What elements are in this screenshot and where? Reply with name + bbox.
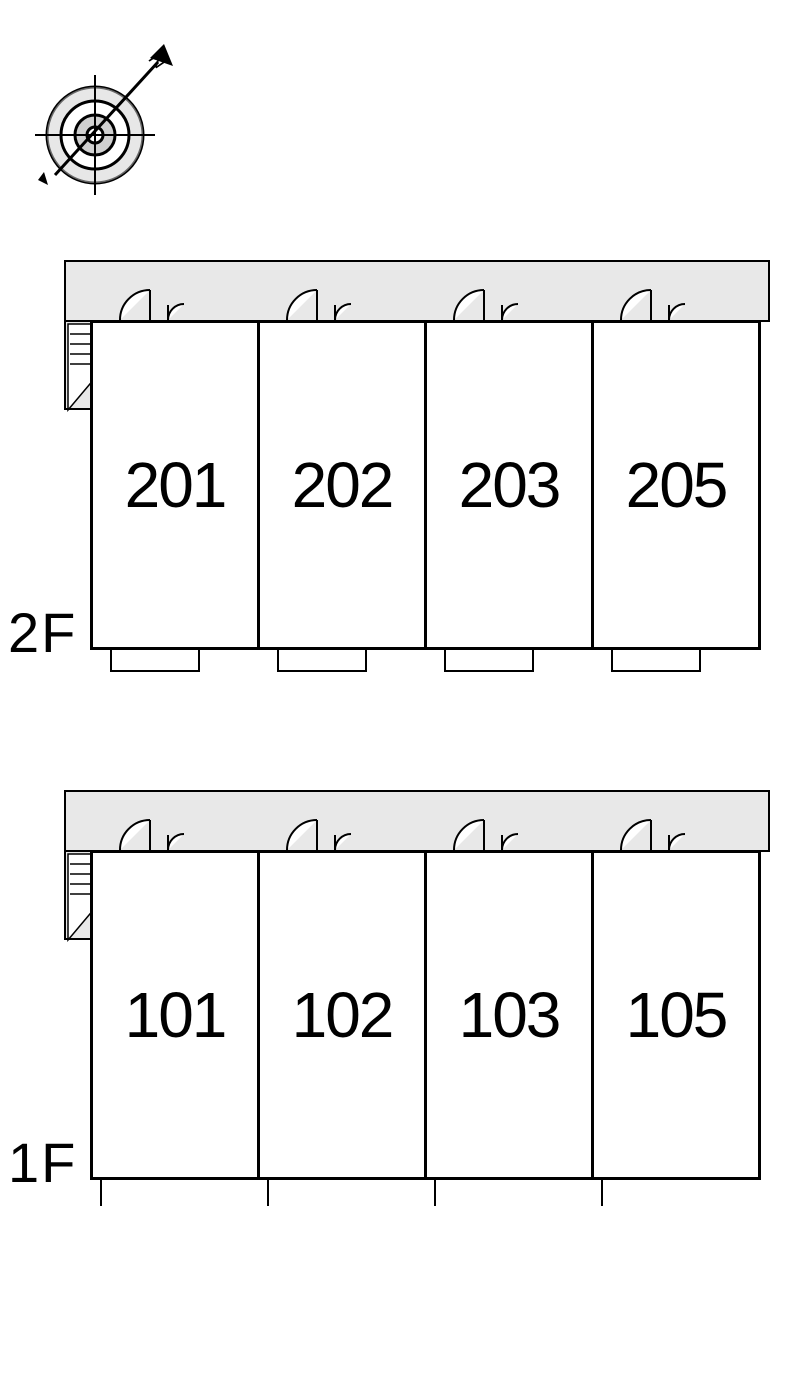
balcony-205 [611, 648, 701, 672]
unit-205: 205 [591, 320, 761, 650]
floor-label-1f: 1F [8, 1130, 77, 1195]
unit-102: 102 [257, 850, 427, 1180]
floor-label-2f: 2F [8, 600, 77, 665]
unit-label: 201 [125, 448, 226, 522]
floor-1f: 101 102 103 105 [0, 790, 800, 1250]
unit-label: 205 [626, 448, 727, 522]
balcony-102 [277, 1178, 367, 1180]
unit-203: 203 [424, 320, 594, 650]
balcony-103 [444, 1178, 534, 1180]
unit-201: 201 [90, 320, 260, 650]
tick [267, 1178, 269, 1206]
unit-202: 202 [257, 320, 427, 650]
tick [100, 1178, 102, 1206]
unit-105: 105 [591, 850, 761, 1180]
tick [601, 1178, 603, 1206]
unit-101: 101 [90, 850, 260, 1180]
balcony-201 [110, 648, 200, 672]
units-row-2f: 201 202 203 205 [90, 320, 761, 650]
unit-103: 103 [424, 850, 594, 1180]
doors-1f [90, 810, 770, 860]
unit-label: 101 [125, 978, 226, 1052]
unit-label: 103 [459, 978, 560, 1052]
balcony-202 [277, 648, 367, 672]
tick [434, 1178, 436, 1206]
unit-label: 203 [459, 448, 560, 522]
compass-icon: N [30, 30, 190, 200]
balcony-105 [611, 1178, 701, 1180]
balcony-101 [110, 1178, 200, 1180]
doors-2f [90, 280, 770, 330]
unit-label: 102 [292, 978, 393, 1052]
unit-label: 105 [626, 978, 727, 1052]
balcony-203 [444, 648, 534, 672]
floor-2f: 201 202 203 205 [0, 260, 800, 720]
unit-label: 202 [292, 448, 393, 522]
units-row-1f: 101 102 103 105 [90, 850, 761, 1180]
